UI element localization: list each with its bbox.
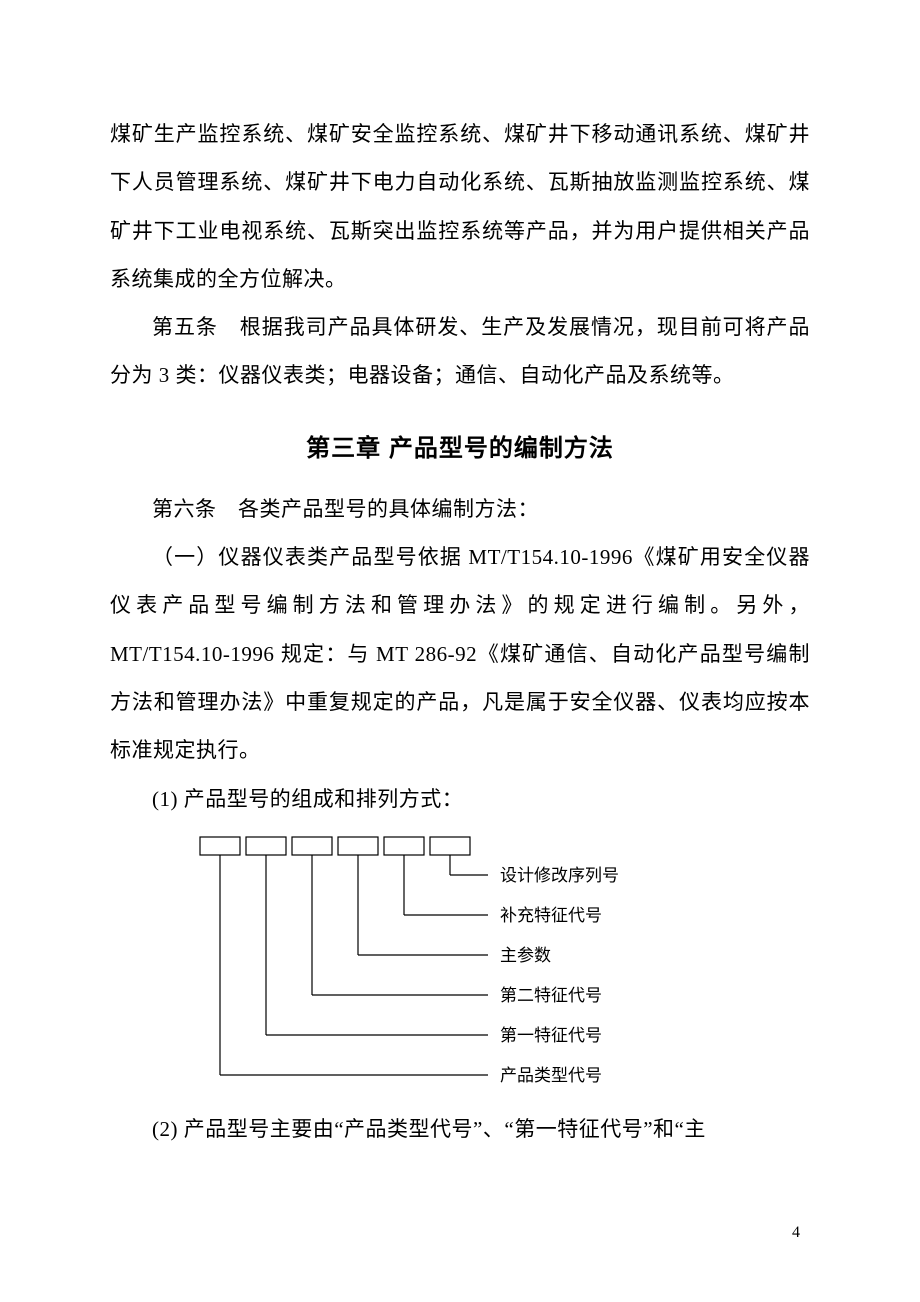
svg-text:设计修改序列号: 设计修改序列号: [500, 866, 619, 885]
document-page: 煤矿生产监控系统、煤矿安全监控系统、煤矿井下移动通讯系统、煤矿井下人员管理系统、…: [0, 0, 920, 1302]
diagram-svg: 设计修改序列号补充特征代号主参数第二特征代号第一特征代号产品类型代号: [190, 829, 670, 1099]
svg-text:产品类型代号: 产品类型代号: [500, 1066, 602, 1085]
svg-text:补充特征代号: 补充特征代号: [500, 906, 602, 925]
paragraph-sub-1: (1) 产品型号的组成和排列方式：: [110, 775, 810, 823]
paragraph-continued: 煤矿生产监控系统、煤矿安全监控系统、煤矿井下移动通讯系统、煤矿井下人员管理系统、…: [110, 110, 810, 303]
svg-text:第一特征代号: 第一特征代号: [500, 1026, 602, 1045]
chapter-3-title: 第三章 产品型号的编制方法: [110, 428, 810, 463]
paragraph-sub-2: (2) 产品型号主要由“产品类型代号”、“第一特征代号”和“主: [110, 1105, 810, 1153]
svg-text:第二特征代号: 第二特征代号: [500, 986, 602, 1005]
paragraph-item-1: （一）仪器仪表类产品型号依据 MT/T154.10-1996《煤矿用安全仪器仪表…: [110, 533, 810, 774]
paragraph-article-5: 第五条 根据我司产品具体研发、生产及发展情况，现目前可将产品分为 3 类：仪器仪…: [110, 303, 810, 400]
svg-text:主参数: 主参数: [500, 946, 551, 965]
page-number: 4: [792, 1224, 800, 1242]
paragraph-article-6: 第六条 各类产品型号的具体编制方法：: [110, 485, 810, 533]
model-code-structure-diagram: 设计修改序列号补充特征代号主参数第二特征代号第一特征代号产品类型代号: [190, 829, 810, 1099]
